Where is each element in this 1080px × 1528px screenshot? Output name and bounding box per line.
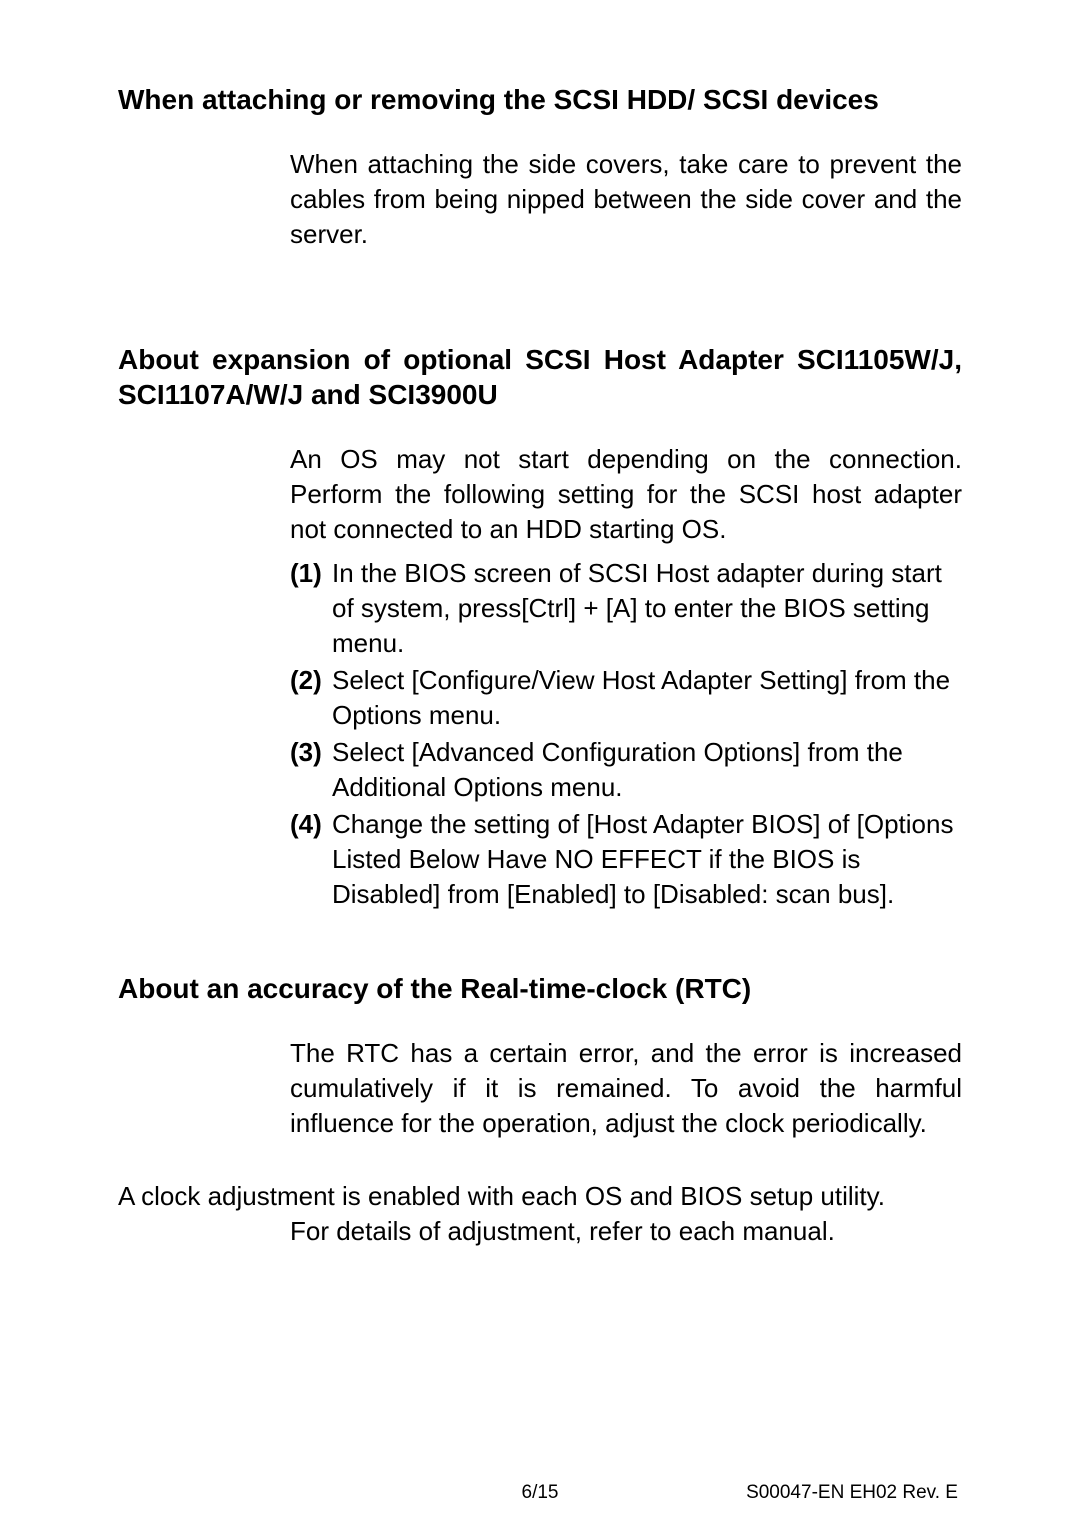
body-scsi-adapter: An OS may not start depending on the con…: [290, 442, 962, 912]
body-rtc: The RTC has a certain error, and the err…: [290, 1036, 962, 1141]
list-number: (2): [290, 663, 332, 733]
heading-scsi-devices: When attaching or removing the SCSI HDD/…: [118, 82, 962, 117]
rtc-note-line2: For details of adjustment, refer to each…: [290, 1214, 962, 1249]
list-number: (1): [290, 556, 332, 661]
list-number: (4): [290, 807, 332, 912]
list-text: Select [Advanced Configuration Options] …: [332, 735, 962, 805]
page-number: 6/15: [522, 1482, 559, 1504]
list-item: (3) Select [Advanced Configuration Optio…: [290, 735, 962, 805]
rtc-note: A clock adjustment is enabled with each …: [118, 1179, 962, 1249]
doc-id: S00047-EN EH02 Rev. E: [746, 1482, 958, 1504]
body-scsi-devices: When attaching the side covers, take car…: [290, 147, 962, 252]
list-text: Select [Configure/View Host Adapter Sett…: [332, 663, 962, 733]
para-rtc: The RTC has a certain error, and the err…: [290, 1036, 962, 1141]
rtc-note-line1: A clock adjustment is enabled with each …: [118, 1179, 962, 1214]
list-text: Change the setting of [Host Adapter BIOS…: [332, 807, 962, 912]
list-item: (4) Change the setting of [Host Adapter …: [290, 807, 962, 912]
list-item: (2) Select [Configure/View Host Adapter …: [290, 663, 962, 733]
list-number: (3): [290, 735, 332, 805]
list-item: (1) In the BIOS screen of SCSI Host adap…: [290, 556, 962, 661]
para-scsi-adapter-intro: An OS may not start depending on the con…: [290, 442, 962, 547]
heading-scsi-adapter: About expansion of optional SCSI Host Ad…: [118, 342, 962, 412]
heading-rtc: About an accuracy of the Real-time-clock…: [118, 971, 962, 1006]
list-text: In the BIOS screen of SCSI Host adapter …: [332, 556, 962, 661]
para-scsi-devices: When attaching the side covers, take car…: [290, 147, 962, 252]
